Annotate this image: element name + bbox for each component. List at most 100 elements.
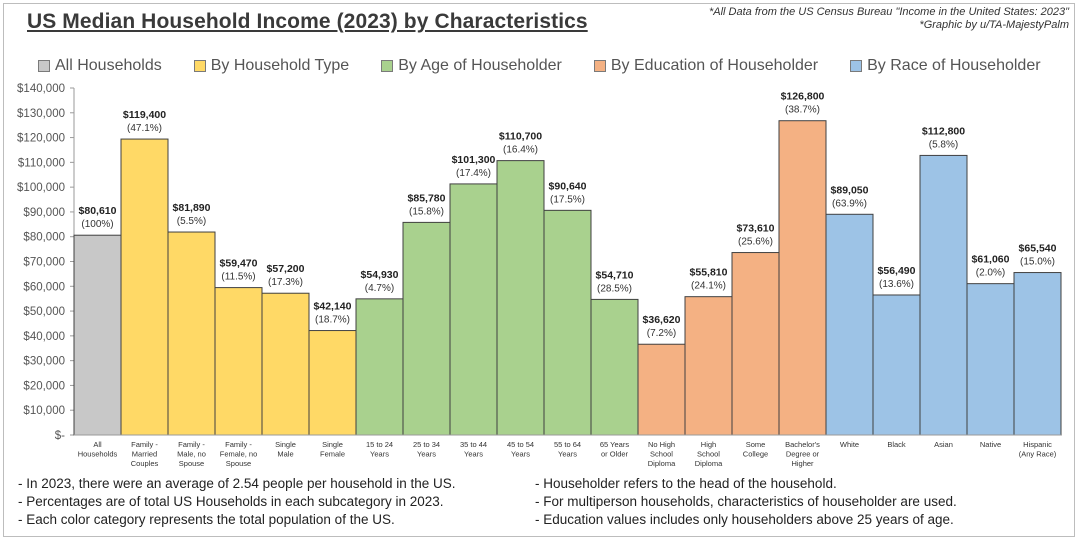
bar-value-label: $42,140	[314, 301, 352, 313]
legend-swatch	[850, 60, 863, 72]
x-tick-label: 35 to 44	[460, 440, 487, 449]
bar-percent-label: (11.5%)	[221, 272, 255, 283]
bar	[590, 298, 639, 436]
bar-percent-label: (4.7%)	[365, 283, 394, 294]
x-tick-label: Family -	[225, 440, 252, 449]
bar-value-label: $65,540	[1019, 243, 1057, 255]
bar-percent-label: (15.0%)	[1020, 257, 1055, 268]
legend-label: By Age of Householder	[398, 57, 562, 74]
bar-value-label: $36,620	[643, 314, 681, 326]
bar	[684, 296, 733, 436]
bar-percent-label: (16.4%)	[503, 145, 538, 156]
bar	[872, 294, 921, 436]
x-tick-label: Single	[275, 440, 296, 449]
note-line: - Percentages are of total US Households…	[18, 494, 444, 509]
bar	[496, 160, 545, 436]
x-tick-label: Couples	[131, 459, 159, 468]
x-tick-label: Spouse	[179, 459, 204, 468]
chart-frame	[3, 3, 1075, 537]
bar-value-label: $80,610	[79, 205, 117, 217]
note-line: - Education values includes only househo…	[535, 512, 954, 527]
bar	[402, 221, 451, 436]
bar-value-label: $61,060	[972, 254, 1010, 266]
legend-label: All Households	[55, 57, 162, 74]
bar-value-label: $110,700	[499, 131, 542, 143]
bar-percent-label: (17.4%)	[456, 168, 491, 179]
x-tick-label: Family -	[178, 440, 205, 449]
x-tick-label: Female	[320, 450, 345, 459]
x-tick-label: (Any Race)	[1019, 450, 1057, 459]
bar	[167, 231, 216, 436]
y-tick-label: $80,000	[23, 232, 65, 244]
y-tick-label: $70,000	[23, 257, 65, 269]
bar	[825, 213, 874, 436]
bar	[919, 154, 968, 436]
legend-swatch	[381, 60, 394, 72]
bar-percent-label: (15.8%)	[409, 206, 444, 217]
bar-value-label: $73,610	[737, 223, 775, 235]
legend-item-education: By Education of Householder	[593, 57, 818, 75]
x-tick-label: Bachelor's	[785, 440, 820, 449]
x-tick-label: Years	[464, 450, 483, 459]
y-tick-label: $140,000	[17, 83, 65, 95]
x-tick-label: Households	[78, 450, 118, 459]
notes-right: - Householder refers to the head of the …	[535, 475, 957, 529]
x-tick-label: Degree or	[786, 450, 820, 459]
x-tick-label: Asian	[934, 440, 953, 449]
bar-percent-label: (5.8%)	[929, 139, 958, 150]
legend-item-age: By Age of Householder	[381, 57, 562, 75]
x-tick-label: Hispanic	[1023, 440, 1052, 449]
bar	[449, 183, 498, 436]
bar-percent-label: (5.5%)	[177, 216, 206, 227]
x-tick-label: Years	[417, 450, 436, 459]
bar-value-label: $101,300	[452, 154, 496, 166]
bar-percent-label: (18.7%)	[315, 315, 350, 326]
x-tick-label: Some	[746, 440, 766, 449]
bar-value-label: $55,810	[690, 267, 728, 279]
legend-label: By Race of Householder	[867, 57, 1041, 74]
source-line: *All Data from the US Census Bureau "Inc…	[709, 6, 1069, 18]
x-tick-label: 45 to 54	[507, 440, 534, 449]
y-tick-label: $120,000	[17, 133, 65, 145]
y-tick-label: $-	[55, 430, 65, 442]
bar-percent-label: (100%)	[81, 219, 113, 230]
legend-item-household-type: By Household Type	[193, 57, 350, 75]
x-tick-label: Years	[370, 450, 389, 459]
x-tick-label: Male, no	[177, 450, 206, 459]
x-tick-label: College	[743, 450, 768, 459]
legend-item-all-households: All Households	[38, 57, 162, 75]
y-tick-label: $10,000	[23, 405, 65, 417]
legend: All Households By Household Type By Age …	[38, 56, 1073, 76]
legend-swatch	[193, 60, 206, 72]
legend-label: By Household Type	[210, 57, 350, 74]
bar	[308, 330, 357, 436]
bar-value-label: $126,800	[781, 91, 825, 103]
legend-swatch	[38, 60, 50, 72]
x-tick-label: Male	[277, 450, 293, 459]
x-tick-label: Single	[322, 440, 343, 449]
bar-percent-label: (63.9%)	[832, 198, 867, 209]
bar-percent-label: (25.6%)	[738, 237, 773, 248]
credit-line: *Graphic by u/TA-MajestyPalm	[919, 19, 1069, 31]
bar	[73, 234, 122, 436]
y-tick-label: $30,000	[23, 356, 65, 368]
x-tick-label: High	[701, 440, 716, 449]
y-tick-label: $40,000	[23, 331, 65, 343]
x-tick-label: Diploma	[695, 459, 723, 468]
bar-percent-label: (24.1%)	[691, 281, 726, 292]
bar-percent-label: (28.5%)	[597, 283, 632, 294]
y-tick-label: $90,000	[23, 207, 65, 219]
note-line: - In 2023, there were an average of 2.54…	[18, 476, 456, 491]
x-tick-label: All	[93, 440, 102, 449]
note-line: - Householder refers to the head of the …	[535, 476, 837, 491]
bar	[261, 292, 310, 436]
note-line: - Each color category represents the tot…	[18, 512, 395, 527]
chart-title: US Median Household Income (2023) by Cha…	[27, 10, 588, 33]
bar-percent-label: (17.3%)	[268, 277, 303, 288]
x-tick-label: Family -	[131, 440, 158, 449]
bar	[1013, 272, 1062, 436]
bar-percent-label: (38.7%)	[785, 105, 820, 116]
x-tick-label: Years	[511, 450, 530, 459]
x-tick-label: Native	[980, 440, 1001, 449]
